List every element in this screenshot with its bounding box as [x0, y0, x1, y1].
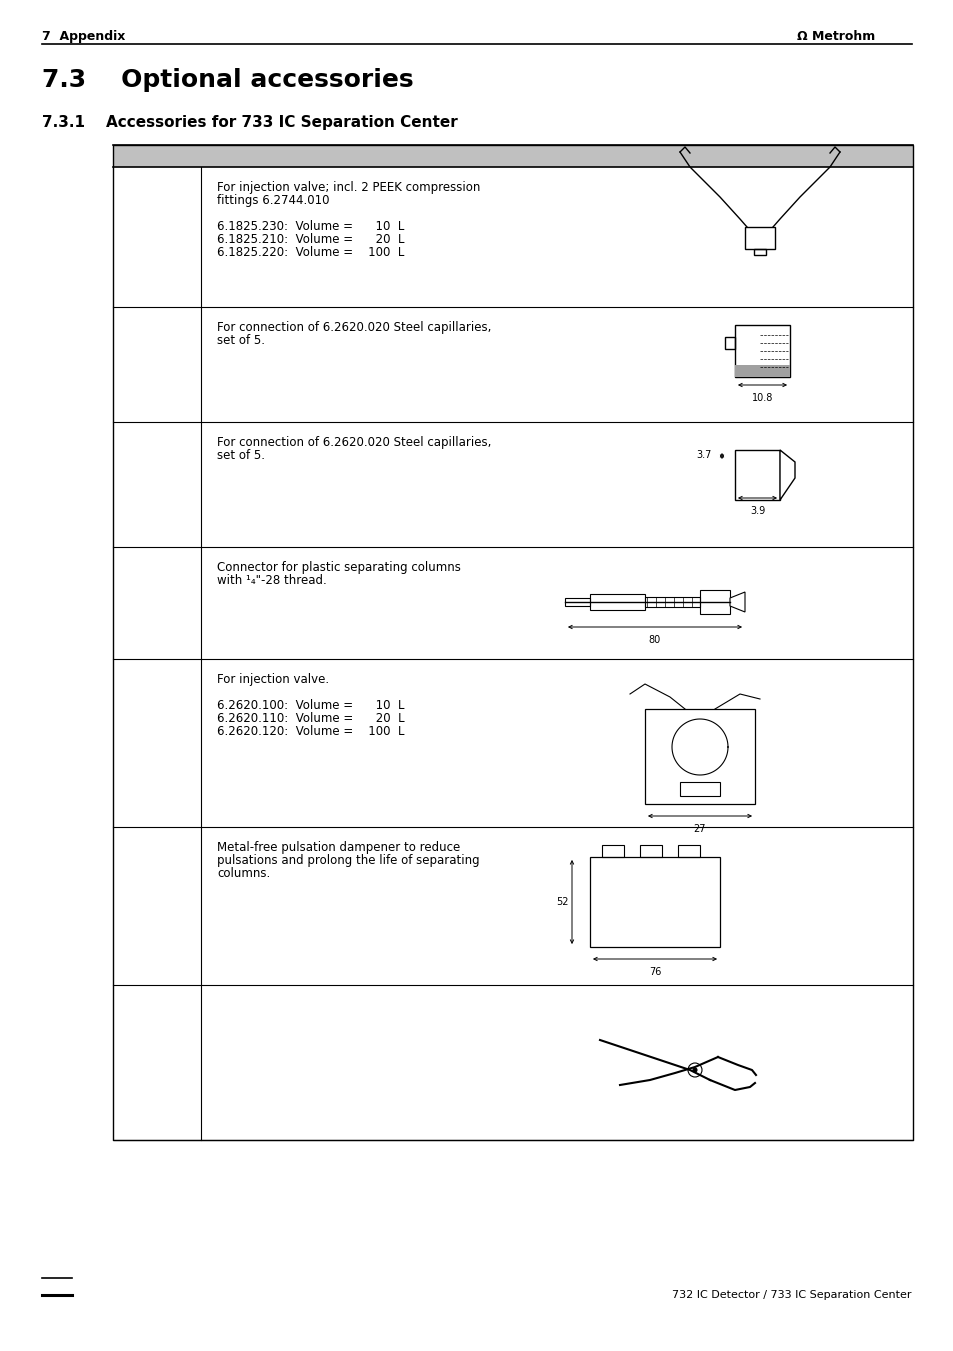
Bar: [112, 145, 912, 1140]
Text: fittings 6.2744.010: fittings 6.2744.010: [216, 195, 329, 207]
Bar: [724, 336, 734, 349]
Bar: [564, 598, 589, 607]
Bar: [744, 227, 774, 249]
Bar: [589, 857, 720, 947]
Text: 7.3    Optional accessories: 7.3 Optional accessories: [42, 68, 414, 92]
Bar: [678, 844, 700, 857]
Text: with ¹₄"-28 thread.: with ¹₄"-28 thread.: [216, 574, 327, 586]
Text: 6.2620.110:  Volume =      20  L: 6.2620.110: Volume = 20 L: [216, 712, 404, 725]
Text: 6.2620.120:  Volume =    100  L: 6.2620.120: Volume = 100 L: [216, 725, 404, 738]
Bar: [644, 597, 700, 607]
Text: 6.1825.220:  Volume =    100  L: 6.1825.220: Volume = 100 L: [216, 246, 404, 259]
Text: 6.1825.210:  Volume =      20  L: 6.1825.210: Volume = 20 L: [216, 232, 404, 246]
Text: 3.9: 3.9: [749, 507, 764, 516]
Text: 27: 27: [693, 824, 705, 834]
Text: columns.: columns.: [216, 867, 270, 880]
Text: 732 IC Detector / 733 IC Separation Center: 732 IC Detector / 733 IC Separation Cent…: [672, 1290, 911, 1300]
Bar: [734, 365, 789, 377]
Polygon shape: [780, 450, 794, 500]
Bar: [112, 145, 912, 168]
Bar: [644, 709, 754, 804]
Text: 76: 76: [648, 967, 660, 977]
Bar: [700, 590, 729, 613]
Text: For injection valve; incl. 2 PEEK compression: For injection valve; incl. 2 PEEK compre…: [216, 181, 480, 195]
Text: set of 5.: set of 5.: [216, 334, 265, 347]
Text: 7.3.1    Accessories for 733 IC Separation Center: 7.3.1 Accessories for 733 IC Separation …: [42, 115, 457, 130]
Bar: [753, 249, 765, 255]
Circle shape: [692, 1069, 697, 1071]
Circle shape: [687, 1063, 701, 1077]
Text: Metal-free pulsation dampener to reduce: Metal-free pulsation dampener to reduce: [216, 842, 459, 854]
Text: For connection of 6.2620.020 Steel capillaries,: For connection of 6.2620.020 Steel capil…: [216, 436, 491, 449]
Bar: [734, 326, 789, 377]
Bar: [589, 594, 644, 611]
Bar: [734, 450, 780, 500]
Text: 10.8: 10.8: [751, 393, 772, 403]
Text: set of 5.: set of 5.: [216, 449, 265, 462]
Text: pulsations and prolong the life of separating: pulsations and prolong the life of separ…: [216, 854, 479, 867]
Text: For injection valve.: For injection valve.: [216, 673, 329, 686]
Bar: [639, 844, 661, 857]
Text: 6.2620.100:  Volume =      10  L: 6.2620.100: Volume = 10 L: [216, 698, 404, 712]
Bar: [679, 782, 720, 796]
Text: 7  Appendix: 7 Appendix: [42, 30, 125, 43]
Text: For connection of 6.2620.020 Steel capillaries,: For connection of 6.2620.020 Steel capil…: [216, 322, 491, 334]
Bar: [601, 844, 623, 857]
Text: 52: 52: [556, 897, 568, 907]
Text: 80: 80: [648, 635, 660, 644]
Text: 6.1825.230:  Volume =      10  L: 6.1825.230: Volume = 10 L: [216, 220, 404, 232]
Text: Ω Metrohm: Ω Metrohm: [796, 30, 874, 43]
Text: Connector for plastic separating columns: Connector for plastic separating columns: [216, 561, 460, 574]
Polygon shape: [729, 592, 744, 612]
Text: 3.7: 3.7: [696, 450, 711, 459]
